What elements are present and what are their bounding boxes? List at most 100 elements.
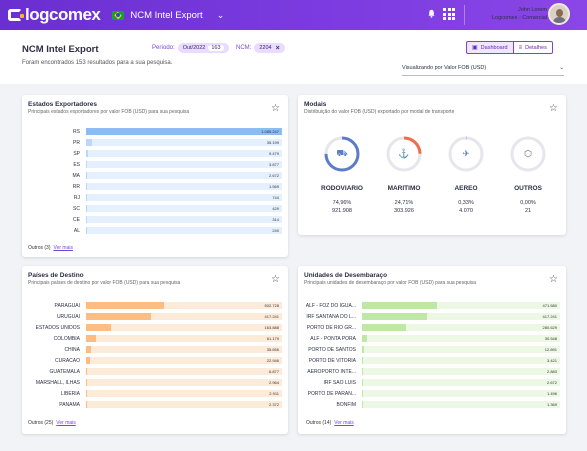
topbar-divider bbox=[464, 5, 465, 25]
bar-row[interactable]: GUATEMALA 6.877 bbox=[28, 368, 282, 375]
favorite-star-icon[interactable]: ☆ bbox=[549, 274, 558, 285]
bar-row[interactable]: RJ 744 bbox=[28, 194, 282, 201]
bar-label: ES bbox=[73, 161, 80, 168]
bar-label: GUATEMALA bbox=[49, 368, 80, 375]
modal-item[interactable]: ⛟ RODOVIARIO 74,96% 921.908 bbox=[312, 135, 372, 214]
bar-row[interactable]: SP 9.479 bbox=[28, 150, 282, 157]
bar-row[interactable]: PORTO DE SANTOS 12.891 bbox=[300, 346, 560, 353]
app-title: NCM Intel Export bbox=[130, 9, 203, 21]
apps-grid-icon[interactable] bbox=[443, 8, 455, 20]
favorite-star-icon[interactable]: ☆ bbox=[271, 274, 280, 285]
bar-fill bbox=[362, 324, 406, 331]
bar-label: RR bbox=[72, 183, 80, 190]
bar-row[interactable]: LIBERIA 2.911 bbox=[28, 390, 282, 397]
modal-ring: ⚓ bbox=[385, 135, 423, 173]
app-switcher-chevron-icon[interactable]: ⌄ bbox=[216, 9, 225, 20]
bar-label: BONFIM bbox=[336, 401, 356, 408]
bar-row[interactable]: CE 314 bbox=[28, 216, 282, 223]
modal-item[interactable]: ✈ AEREO 0,33% 4.070 bbox=[436, 135, 496, 214]
bar-value: 417.241 bbox=[264, 314, 279, 319]
bar-row[interactable]: PARAGUAI 502.728 bbox=[28, 302, 282, 309]
modal-ring: ⛟ bbox=[323, 135, 361, 173]
ver-mais-link[interactable]: Ver mais bbox=[56, 420, 76, 426]
bar-row[interactable]: MARSHALL, ILHAS 2.964 bbox=[28, 379, 282, 386]
ncm-value: 2204 bbox=[259, 45, 272, 51]
modal-item[interactable]: ⬡ OUTROS 0,00% 21 bbox=[498, 135, 558, 214]
logo-mark-icon bbox=[8, 9, 24, 21]
avatar[interactable] bbox=[548, 3, 570, 25]
bar-value: 163.888 bbox=[264, 325, 279, 330]
bar-label: PR bbox=[73, 139, 80, 146]
bar-fill bbox=[86, 216, 87, 223]
bar-row[interactable]: CURACAO 22.946 bbox=[28, 357, 282, 364]
bar-value: 240 bbox=[272, 228, 279, 233]
logcomex-logo[interactable]: logcomex bbox=[8, 5, 101, 25]
card-title: Unidades de Desembaraço bbox=[304, 272, 388, 279]
bar-value: 471.580 bbox=[542, 303, 557, 308]
favorite-star-icon[interactable]: ☆ bbox=[271, 103, 280, 114]
bar-fill bbox=[86, 346, 92, 353]
notification-bell-icon[interactable] bbox=[427, 9, 436, 18]
bar-row[interactable]: CHINA 35.656 bbox=[28, 346, 282, 353]
plane-icon: ✈ bbox=[462, 148, 470, 159]
bar-value: 2.883 bbox=[546, 369, 557, 374]
remove-ncm-close-icon[interactable]: × bbox=[275, 44, 280, 52]
bar-fill bbox=[362, 379, 363, 386]
box-icon: ⬡ bbox=[524, 148, 532, 159]
ver-mais-link[interactable]: Ver mais bbox=[53, 245, 73, 251]
bar-row[interactable]: MA 2.672 bbox=[28, 172, 282, 179]
periodo-chip[interactable]: Out/2022 163 bbox=[177, 43, 229, 53]
bar-row[interactable]: PORTO DE PARAN... 1.496 bbox=[300, 390, 560, 397]
bar-row[interactable]: COLOMBIA 61.179 bbox=[28, 335, 282, 342]
bar-label: CHINA bbox=[64, 346, 80, 353]
detalhes-button[interactable]: ≡ Detalhes bbox=[513, 41, 553, 54]
favorite-star-icon[interactable]: ☆ bbox=[549, 103, 558, 114]
bar-row[interactable]: IRF SANTANA DO L... 417.241 bbox=[300, 313, 560, 320]
bar-track: 2.672 bbox=[86, 172, 282, 179]
bar-row[interactable]: RS 1.085.247 bbox=[28, 128, 282, 135]
bar-row[interactable]: SC 429 bbox=[28, 205, 282, 212]
bar-track: 9.479 bbox=[86, 150, 282, 157]
ver-mais-link[interactable]: Ver mais bbox=[334, 420, 354, 426]
bar-row[interactable]: IRF SAO LUIS 2.672 bbox=[300, 379, 560, 386]
bar-row[interactable]: AEROPORTO INTE... 2.883 bbox=[300, 368, 560, 375]
modal-pct: 0,33% bbox=[458, 200, 474, 206]
bar-row[interactable]: ES 3.877 bbox=[28, 161, 282, 168]
bar-value: 1.369 bbox=[546, 402, 557, 407]
bar-value: 744 bbox=[272, 195, 279, 200]
bar-value: 314 bbox=[272, 217, 279, 222]
bar-fill bbox=[86, 183, 87, 190]
bar-row[interactable]: ALF - PONTA PORA 30.548 bbox=[300, 335, 560, 342]
bar-fill bbox=[86, 227, 87, 234]
card-subtitle: Principais países de destino por valor F… bbox=[28, 280, 181, 286]
bar-row[interactable]: RR 1.569 bbox=[28, 183, 282, 190]
bar-label: RS bbox=[73, 128, 80, 135]
bar-label: MARSHALL, ILHAS bbox=[35, 379, 80, 386]
bar-value: 2.672 bbox=[546, 380, 557, 385]
bar-row[interactable]: BONFIM 1.369 bbox=[300, 401, 560, 408]
bar-row[interactable]: ALF - FOZ DO IGUA... 471.580 bbox=[300, 302, 560, 309]
periodo-value: Out/2022 bbox=[182, 45, 206, 51]
bar-row[interactable]: PANAMA 2.372 bbox=[28, 401, 282, 408]
bar-value: 2.672 bbox=[268, 173, 279, 178]
bar-row[interactable]: PORTO DE VITORIA 3.421 bbox=[300, 357, 560, 364]
bar-row[interactable]: URUGUAI 417.241 bbox=[28, 313, 282, 320]
bar-row[interactable]: PR 35.199 bbox=[28, 139, 282, 146]
ncm-chip[interactable]: 2204 × bbox=[254, 43, 285, 53]
card-title: Modais bbox=[304, 101, 327, 108]
modais-card: Modais Distribuição do valor FOB (USD) e… bbox=[298, 95, 566, 235]
bar-label: ALF - PONTA PORA bbox=[310, 335, 356, 342]
bar-track: 429 bbox=[86, 205, 282, 212]
bar-track: 471.580 bbox=[362, 302, 560, 309]
card-subtitle: Principais unidades de desembaraço por v… bbox=[304, 280, 477, 286]
bar-row[interactable]: ESTADOS UNIDOS 163.888 bbox=[28, 324, 282, 331]
bar-fill bbox=[86, 150, 88, 157]
bar-fill bbox=[362, 335, 367, 342]
user-info[interactable]: John Lorem Logcomex - Comercial bbox=[492, 7, 547, 22]
bar-row[interactable]: AL 240 bbox=[28, 227, 282, 234]
dashboard-button[interactable]: ▣ Dashboard bbox=[466, 41, 514, 54]
view-by-select[interactable]: Visualizando por Valor FOB (USD) ⌄ bbox=[402, 65, 564, 76]
modal-item[interactable]: ⚓ MARITIMO 24,71% 303.926 bbox=[374, 135, 434, 214]
bar-value: 2.372 bbox=[268, 402, 279, 407]
bar-row[interactable]: PORTO DE RIO GR... 280.629 bbox=[300, 324, 560, 331]
